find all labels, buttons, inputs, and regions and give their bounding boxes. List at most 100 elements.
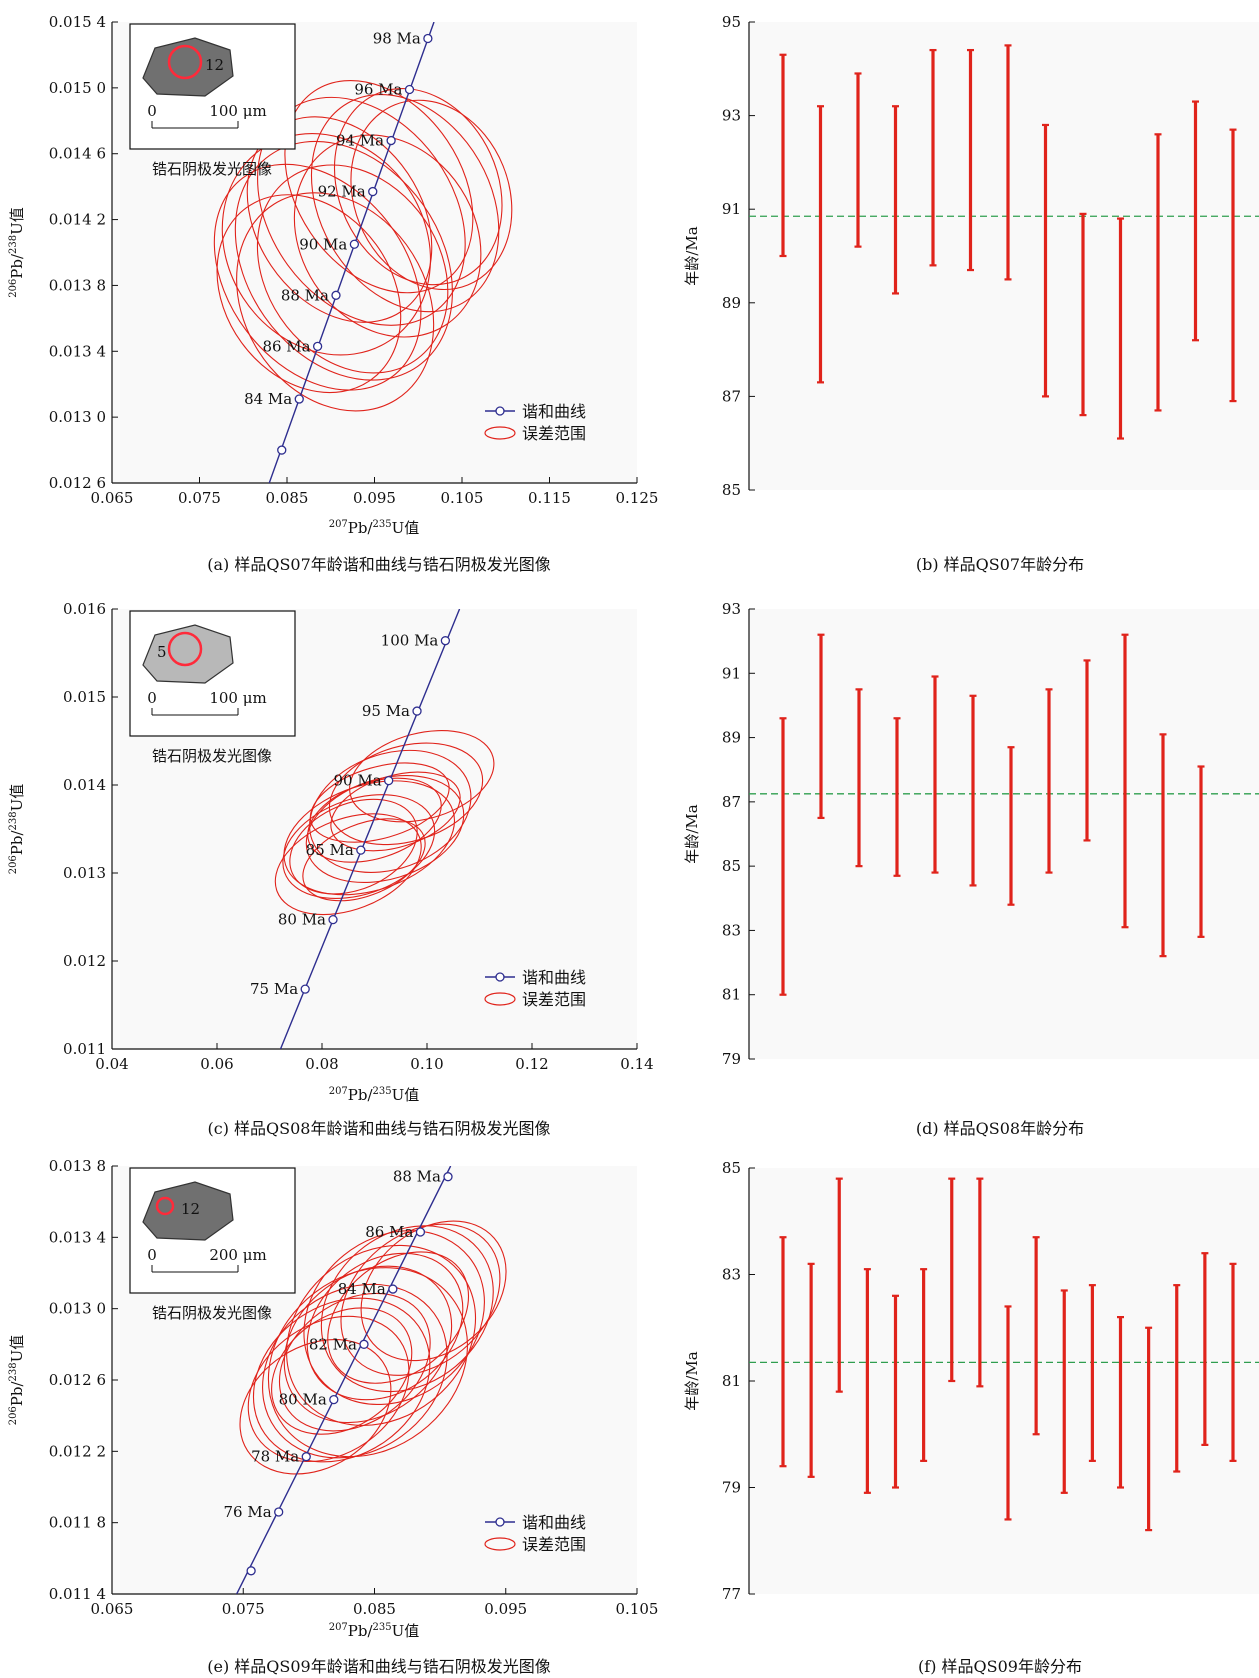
concordia-panel-a: 0.065 0.075 0.085 0.095 0.105 0.115 0.125 0.012… bbox=[8, 13, 658, 537]
age-label: 98 Ma bbox=[373, 29, 421, 47]
y-tick-label: 95 bbox=[722, 13, 741, 31]
spot-number: 5 bbox=[157, 643, 167, 661]
concordia-point bbox=[440, 636, 451, 646]
panel-caption: (e) 样品QS09年龄谐和曲线与锆石阴极发光图像 bbox=[207, 1657, 550, 1676]
legend-error-marker bbox=[484, 426, 516, 440]
concordia-curve bbox=[268, 22, 435, 483]
y-tick-label: 0.016 bbox=[63, 600, 106, 618]
error-ellipse bbox=[349, 730, 495, 823]
zircon-grain-image bbox=[142, 1181, 234, 1241]
error-ellipse bbox=[234, 140, 453, 381]
error-ellipse bbox=[309, 749, 472, 873]
error-ellipse bbox=[274, 813, 422, 916]
age-panel-f: 77 79 81 83 85 年龄/Ma bbox=[683, 1159, 1259, 1603]
panel-caption: (a) 样品QS07年龄谐和曲线与锆石阴极发光图像 bbox=[207, 555, 551, 574]
x-tick-label: 0.095 bbox=[353, 489, 396, 507]
y-tick-label: 85 bbox=[722, 481, 741, 499]
legend-error-label: 误差范围 bbox=[522, 424, 586, 443]
zircon-grain-image bbox=[142, 624, 234, 684]
x-tick-label: 0.085 bbox=[266, 489, 309, 507]
concordia-point bbox=[274, 1507, 284, 1517]
zircon-grain-image bbox=[142, 37, 234, 97]
error-ellipse bbox=[271, 1307, 413, 1435]
error-ellipse bbox=[340, 1223, 501, 1376]
scale-start-label: 0 bbox=[147, 689, 157, 707]
scale-end-label: 100 μm bbox=[209, 689, 266, 707]
y-tick-label: 0.013 0 bbox=[49, 1300, 106, 1318]
panel-caption: (d) 样品QS08年龄分布 bbox=[916, 1119, 1084, 1138]
y-axis-title: 206Pb/238U值 bbox=[8, 784, 26, 875]
panel-caption: (b) 样品QS07年龄分布 bbox=[916, 555, 1084, 574]
scale-end-label: 100 μm bbox=[209, 102, 266, 120]
y-axis-title: 年龄/Ma bbox=[683, 804, 701, 863]
concordia-point bbox=[412, 706, 422, 716]
error-ellipse bbox=[307, 777, 442, 863]
y-tick-label: 0.014 bbox=[63, 776, 106, 794]
concordia-panel-c: 0.04 0.06 0.08 0.10 0.12 0.14 0.011 0.012 0.013 0… bbox=[8, 600, 654, 1104]
error-ellipse bbox=[239, 1338, 392, 1475]
age-label: 75 Ma bbox=[250, 980, 298, 998]
x-tick-label: 0.115 bbox=[528, 489, 571, 507]
y-tick-label: 0.013 4 bbox=[49, 1228, 106, 1246]
error-ellipse bbox=[302, 818, 426, 902]
error-ellipse bbox=[284, 79, 474, 294]
x-axis-title: 207Pb/235U值 bbox=[329, 1086, 420, 1104]
age-label: 78 Ma bbox=[251, 1448, 299, 1466]
age-label: 80 Ma bbox=[278, 911, 326, 929]
y-tick-label: 0.011 8 bbox=[49, 1514, 106, 1532]
age-label: 85 Ma bbox=[306, 841, 354, 859]
age-label: 84 Ma bbox=[244, 390, 292, 408]
error-ellipse bbox=[333, 88, 503, 286]
y-tick-label: 0.013 8 bbox=[49, 1157, 106, 1175]
error-ellipse bbox=[309, 762, 450, 843]
y-tick-label: 83 bbox=[722, 921, 741, 939]
concordia-point bbox=[349, 239, 360, 249]
y-tick-label: 0.012 6 bbox=[49, 474, 106, 492]
y-tick-label: 77 bbox=[722, 1585, 741, 1603]
age-label: 100 Ma bbox=[381, 632, 439, 650]
error-ellipse bbox=[216, 194, 402, 394]
y-tick-label: 0.013 bbox=[63, 864, 106, 882]
x-tick-label: 0.105 bbox=[616, 1600, 659, 1618]
inset-title: 锆石阴极发光图像 bbox=[152, 160, 272, 178]
concordia-point bbox=[443, 1172, 453, 1182]
y-axis-title: 年龄/Ma bbox=[683, 1351, 701, 1410]
error-ellipse bbox=[256, 164, 449, 374]
legend-concordia-label: 谐和曲线 bbox=[522, 1513, 586, 1532]
age-label: 82 Ma bbox=[309, 1335, 357, 1353]
concordia-curve bbox=[279, 609, 461, 1049]
scale-start-label: 0 bbox=[147, 1246, 157, 1264]
error-ellipse bbox=[252, 1297, 431, 1463]
y-tick-label: 89 bbox=[722, 729, 741, 747]
y-tick-label: 0.013 0 bbox=[49, 408, 106, 426]
y-tick-label: 0.011 bbox=[63, 1040, 106, 1058]
y-tick-label: 85 bbox=[722, 1159, 741, 1177]
spot-number: 12 bbox=[205, 56, 224, 74]
error-ellipse bbox=[320, 1225, 494, 1393]
y-axis-title: 年龄/Ma bbox=[683, 226, 701, 285]
y-axis-title: 206Pb/238U值 bbox=[8, 207, 26, 298]
panel-caption: (c) 样品QS08年龄谐和曲线与锆石阴极发光图像 bbox=[208, 1119, 551, 1138]
legend-concordia-label: 谐和曲线 bbox=[522, 968, 586, 987]
error-ellipse bbox=[236, 192, 435, 412]
x-tick-label: 0.12 bbox=[515, 1055, 548, 1073]
x-tick-label: 0.095 bbox=[484, 1600, 527, 1618]
error-ellipse bbox=[293, 134, 482, 338]
x-tick-label: 0.04 bbox=[95, 1055, 128, 1073]
error-ellipse bbox=[278, 1292, 431, 1432]
y-tick-label: 91 bbox=[722, 200, 741, 218]
plot-content bbox=[236, 1166, 507, 1594]
panels-layer: 0.065 0.075 0.085 0.095 0.105 0.115 0.1250.012… bbox=[8, 13, 1259, 1676]
legend-concordia-label: 谐和曲线 bbox=[522, 402, 586, 421]
concordia-point bbox=[356, 845, 366, 855]
x-tick-label: 0.14 bbox=[620, 1055, 653, 1073]
concordia-curve bbox=[236, 1166, 452, 1594]
x-tick-label: 0.125 bbox=[616, 489, 659, 507]
error-ellipse bbox=[327, 1251, 470, 1384]
y-tick-label: 87 bbox=[722, 387, 741, 405]
y-tick-label: 87 bbox=[722, 793, 741, 811]
age-label: 88 Ma bbox=[281, 286, 329, 304]
legend-concordia-marker bbox=[495, 406, 505, 416]
x-tick-label: 0.06 bbox=[200, 1055, 233, 1073]
y-tick-label: 91 bbox=[722, 664, 741, 682]
